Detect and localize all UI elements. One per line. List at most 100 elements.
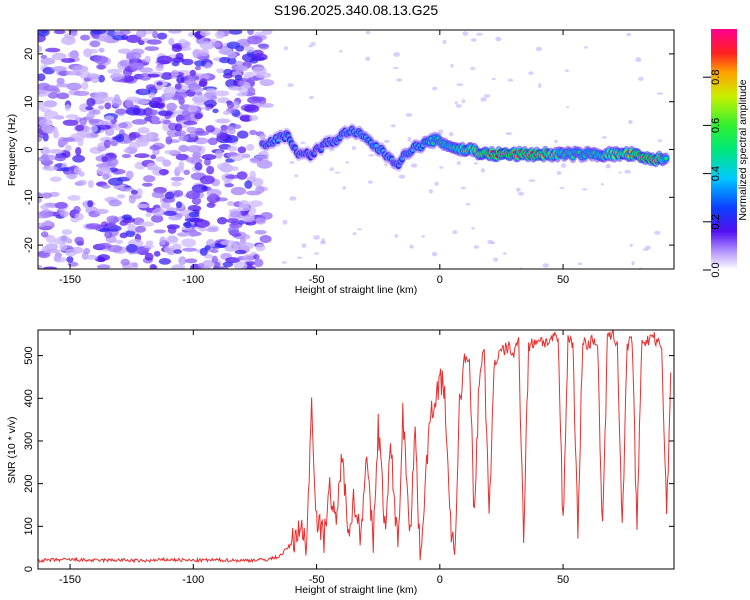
heatmap-noise-blob xyxy=(227,201,235,206)
heatmap-noise-blob xyxy=(107,68,123,75)
heatmap-noise-blob xyxy=(259,79,275,87)
colorbar-tick-label: 0.2 xyxy=(710,214,722,229)
heatmap-noise-blob xyxy=(188,32,195,38)
heatmap-noise-blob xyxy=(94,208,109,215)
heatmap-noise-blob xyxy=(186,190,201,200)
heatmap-noise-blob xyxy=(181,109,191,118)
heatmap-noise-blob xyxy=(252,66,267,75)
heatmap-noise-blob xyxy=(143,175,156,183)
heatmap-noise-blob xyxy=(65,173,78,179)
heatmap-noise-blob xyxy=(119,220,128,226)
colorbar-tick-label: 0.4 xyxy=(710,166,722,181)
heatmap-noise-blob xyxy=(175,201,183,209)
heatmap-noise-blob xyxy=(148,92,156,99)
heatmap-noise-blob xyxy=(223,68,233,76)
heatmap-noise-blob xyxy=(398,174,406,179)
snr-plot-area xyxy=(38,330,672,564)
heatmap-noise-blob xyxy=(110,73,125,80)
heatmap-noise-blob xyxy=(383,139,390,144)
heatmap-noise-blob xyxy=(38,30,50,37)
heatmap-noise-blob xyxy=(392,66,399,70)
heatmap-noise-blob xyxy=(156,81,163,86)
heatmap-noise-blob xyxy=(168,214,182,221)
heatmap-noise-blob xyxy=(38,156,50,162)
heatmap-noise-blob xyxy=(207,137,218,146)
heatmap-noise-blob xyxy=(104,230,113,239)
heatmap-noise-blob xyxy=(135,188,143,197)
heatmap-noise-blob xyxy=(142,182,153,187)
heatmap-noise-blob xyxy=(236,130,249,139)
heatmap-noise-blob xyxy=(214,149,223,159)
heatmap-noise-blob xyxy=(194,60,207,67)
heatmap-noise-blob xyxy=(174,166,185,173)
heatmap-noise-blob xyxy=(56,92,70,100)
heatmap-noise-blob xyxy=(151,264,158,269)
heatmap-noise-blob xyxy=(155,64,164,72)
heatmap-noise-blob xyxy=(123,148,130,153)
heatmap-noise-blob xyxy=(493,257,499,262)
heatmap-noise-blob xyxy=(61,58,76,63)
heatmap-noise-blob xyxy=(338,50,343,53)
heatmap-noise-blob xyxy=(218,266,229,269)
heatmap-noise-blob xyxy=(365,56,371,61)
chart-title: S196.2025.340.08.13.G25 xyxy=(274,2,438,18)
heatmap-noise-blob xyxy=(40,231,49,238)
colorbar-tick-label: 0.0 xyxy=(710,262,722,277)
heatmap-noise-blob xyxy=(38,45,43,53)
heatmap-noise-blob xyxy=(146,39,162,45)
heatmap-noise-blob xyxy=(183,120,198,126)
heatmap-noise-blob xyxy=(113,94,120,102)
snr-x-axis-label: Height of straight line (km) xyxy=(295,584,418,596)
heatmap-noise-blob xyxy=(473,245,479,249)
heatmap-noise-blob xyxy=(227,152,238,156)
heatmap-noise-blob xyxy=(87,200,94,208)
heatmap-noise-blob xyxy=(220,240,237,246)
heatmap-noise-blob xyxy=(206,165,215,175)
heatmap-noise-blob xyxy=(289,196,297,201)
heatmap-noise-blob xyxy=(66,256,74,263)
heatmap-noise-blob xyxy=(205,88,217,94)
heatmap-noise-blob xyxy=(171,264,186,269)
heatmap-noise-blob xyxy=(117,194,126,199)
heatmap-noise-blob xyxy=(181,238,197,247)
heatmap-noise-blob xyxy=(178,256,187,265)
heatmap-noise-blob xyxy=(289,161,295,164)
heatmap-noise-blob xyxy=(203,254,214,259)
heatmap-noise-blob xyxy=(199,48,210,57)
heatmap-noise-blob xyxy=(313,235,320,240)
heatmap-noise-blob xyxy=(538,83,542,89)
snr-line xyxy=(38,330,672,564)
heatmap-noise-blob xyxy=(84,254,98,260)
heatmap-noise-blob xyxy=(178,144,189,153)
heatmap-noise-blob xyxy=(51,52,67,61)
heatmap-noise-blob xyxy=(249,129,258,136)
heatmap-noise-blob xyxy=(216,132,227,141)
heatmap-noise-blob xyxy=(139,88,146,93)
heatmap-noise-blob xyxy=(97,64,105,70)
heatmap-noise-blob xyxy=(101,156,109,162)
heatmap-noise-blob xyxy=(439,166,444,169)
heatmap-noise-blob xyxy=(162,159,172,167)
heatmap-noise-blob xyxy=(65,70,81,76)
heatmap-noise-blob xyxy=(96,264,111,269)
heatmap-noise-blob xyxy=(247,86,256,95)
heatmap-noise-blob xyxy=(474,162,478,165)
heatmap-noise-blob xyxy=(45,47,61,53)
heatmap-noise-blob xyxy=(163,210,177,216)
heatmap-noise-blob xyxy=(528,179,536,183)
heatmap-noise-blob xyxy=(635,57,642,63)
heatmap-noise-blob xyxy=(153,229,166,234)
heatmap-noise-blob xyxy=(456,83,464,86)
heatmap-noise-blob xyxy=(452,230,458,235)
heatmap-noise-blob xyxy=(254,230,267,235)
heatmap-noise-blob xyxy=(96,166,112,176)
heatmap-noise-blob xyxy=(535,46,543,52)
heatmap-noise-blob xyxy=(432,86,438,91)
heatmap-noise-blob xyxy=(98,257,106,262)
heatmap-noise-blob xyxy=(145,212,152,217)
heatmap-noise-blob xyxy=(66,82,82,91)
heatmap-noise-blob xyxy=(476,32,483,36)
heatmap-noise-blob xyxy=(199,78,208,87)
heatmap-noise-blob xyxy=(131,262,138,268)
